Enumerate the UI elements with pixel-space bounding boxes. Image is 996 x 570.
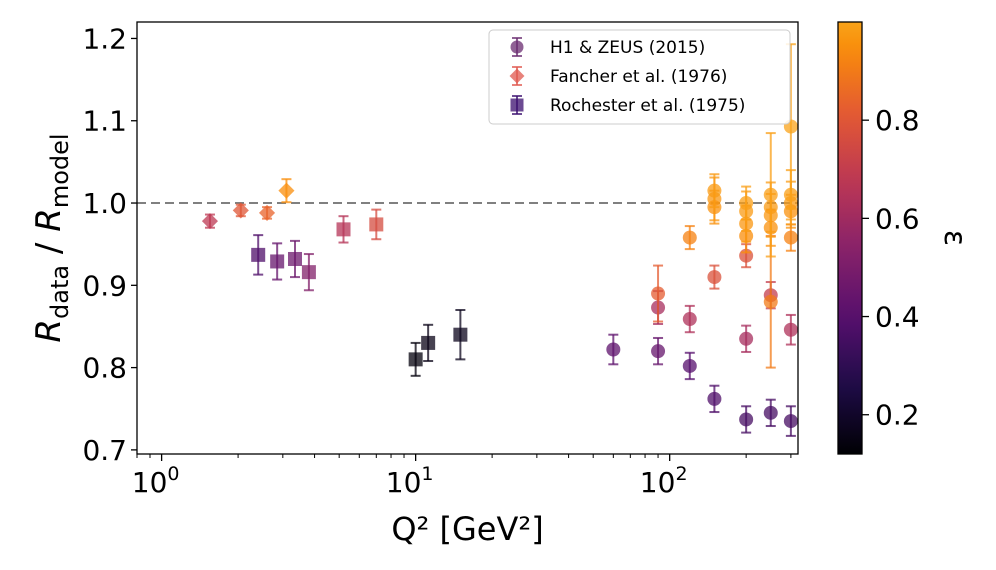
data-point bbox=[707, 183, 722, 198]
data-point bbox=[201, 213, 219, 230]
data-point bbox=[739, 196, 754, 211]
legend-label: H1 & ZEUS (2015) bbox=[550, 38, 705, 58]
data-point bbox=[739, 412, 754, 427]
legend-marker bbox=[510, 98, 524, 112]
data-point bbox=[301, 265, 316, 280]
data-point bbox=[707, 270, 722, 285]
series-circle bbox=[606, 43, 798, 437]
data-point bbox=[369, 217, 384, 232]
x-tick-label: 101 bbox=[386, 463, 434, 499]
legend-entry: H1 & ZEUS (2015) bbox=[510, 37, 705, 58]
data-point bbox=[763, 405, 778, 420]
data-point bbox=[783, 230, 798, 245]
y-axis-label: Rdata / Rmodel bbox=[29, 133, 74, 342]
data-points bbox=[201, 43, 798, 437]
data-point bbox=[682, 358, 697, 373]
y-tick-label: 0.8 bbox=[82, 352, 127, 385]
x-axis-label: Q² [GeV²] bbox=[391, 510, 543, 548]
data-point bbox=[783, 322, 798, 337]
legend-entry: Fancher et al. (1976) bbox=[509, 66, 727, 87]
data-point bbox=[453, 327, 468, 342]
legend-marker bbox=[510, 40, 524, 54]
legend: H1 & ZEUS (2015) Fancher et al. (1976) Roc… bbox=[488, 29, 791, 125]
legend-label: Rochester et al. (1975) bbox=[550, 96, 745, 116]
data-point bbox=[682, 312, 697, 327]
x-tick-label: 100 bbox=[132, 463, 180, 499]
y-tick-label: 1.0 bbox=[82, 187, 127, 220]
data-point bbox=[651, 344, 666, 359]
data-point bbox=[287, 251, 302, 266]
legend-label: Fancher et al. (1976) bbox=[550, 67, 727, 87]
data-point bbox=[408, 352, 423, 367]
colorbar: 0.2 0.4 0.6 0.8 ε bbox=[837, 21, 972, 455]
data-point bbox=[707, 391, 722, 406]
y-tick-label: 0.9 bbox=[82, 269, 127, 302]
data-point bbox=[421, 335, 436, 350]
data-point bbox=[783, 414, 798, 429]
y-tick-label: 1.2 bbox=[82, 22, 127, 55]
legend-entry: Rochester et al. (1975) bbox=[510, 95, 745, 116]
colorbar-tick-label: 0.4 bbox=[875, 301, 920, 334]
data-point bbox=[232, 202, 249, 219]
y-tick-label: 0.7 bbox=[82, 434, 127, 467]
colorbar-tick-label: 0.2 bbox=[875, 399, 920, 432]
colorbar-tick-label: 0.6 bbox=[875, 202, 920, 235]
series-diamond bbox=[201, 178, 295, 230]
data-point bbox=[251, 247, 266, 262]
data-point bbox=[606, 342, 621, 357]
axes-frame bbox=[136, 21, 799, 455]
data-point bbox=[763, 294, 778, 309]
data-point bbox=[763, 187, 778, 202]
legend-frame bbox=[488, 29, 791, 125]
y-tick-label: 1.1 bbox=[82, 105, 127, 138]
data-point bbox=[278, 182, 295, 199]
data-point bbox=[651, 286, 666, 301]
colorbar-tick-label: 0.8 bbox=[875, 104, 920, 137]
colorbar-bar bbox=[837, 21, 863, 455]
data-point bbox=[270, 254, 285, 269]
data-point bbox=[682, 230, 697, 245]
legend-marker bbox=[509, 68, 525, 84]
plot-area: 0.7 0.8 0.9 1.0 1.1 1.2 100 101 102 Q² [GeV²] Rdat… bbox=[29, 21, 799, 548]
data-point bbox=[336, 222, 351, 237]
series-square bbox=[251, 208, 468, 377]
colorbar-label: ε bbox=[937, 230, 972, 246]
x-tick-label: 102 bbox=[640, 463, 688, 499]
data-point bbox=[258, 204, 276, 221]
data-point bbox=[739, 331, 754, 346]
